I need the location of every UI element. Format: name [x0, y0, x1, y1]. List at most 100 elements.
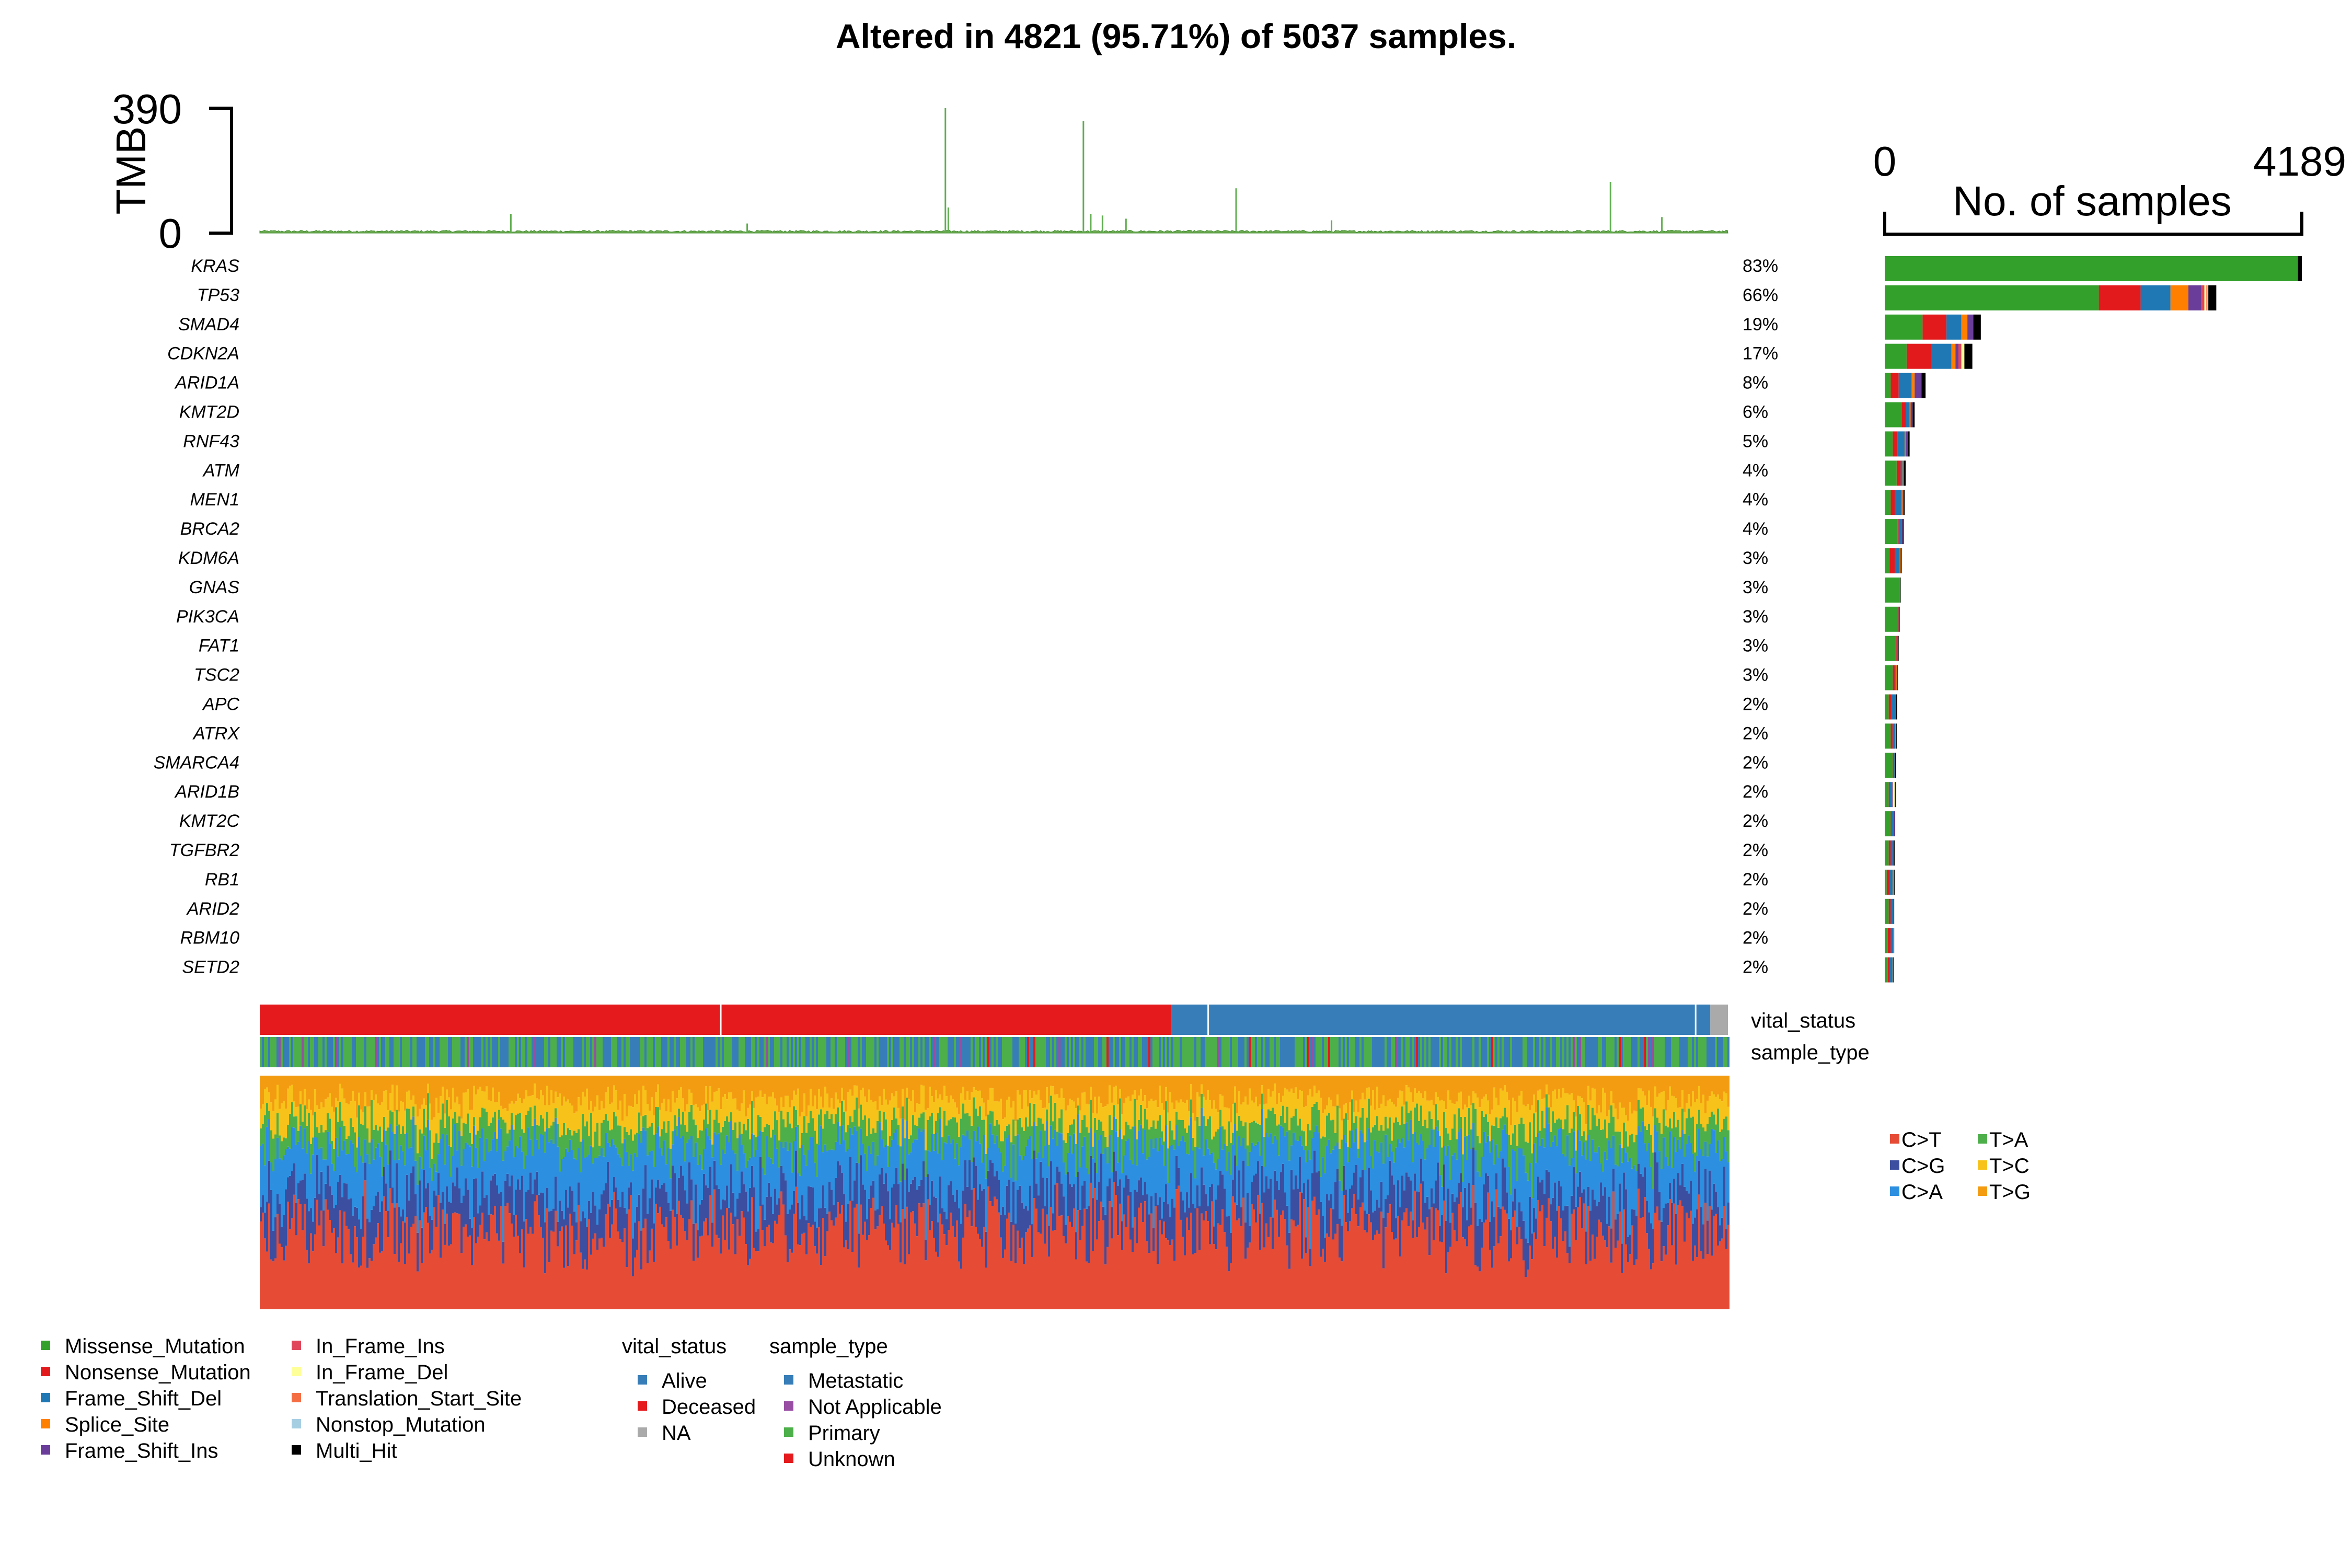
titv-segment: [699, 1154, 701, 1205]
titv-segment: [828, 1108, 831, 1119]
titv-segment: [703, 1104, 705, 1120]
titv-segment: [757, 1135, 759, 1229]
titv-segment: [500, 1117, 502, 1129]
sample-type-stripe: [1050, 1037, 1052, 1067]
sample-type-stripe: [1318, 1037, 1320, 1067]
titv-segment: [776, 1148, 778, 1205]
titv-segment: [644, 1114, 647, 1131]
titv-segment: [918, 1185, 920, 1204]
titv-segment: [527, 1190, 529, 1234]
titv-segment: [699, 1204, 701, 1237]
titv-segment: [1090, 1087, 1092, 1100]
sample-type-stripe: [835, 1037, 837, 1067]
titv-segment: [1217, 1076, 1219, 1113]
titv-segment: [379, 1212, 381, 1253]
titv-segment: [651, 1150, 653, 1180]
titv-segment: [532, 1076, 534, 1096]
titv-segment: [375, 1125, 377, 1148]
titv-segment: [699, 1076, 701, 1112]
gene-bar-segment: [1900, 548, 1902, 573]
titv-segment: [276, 1214, 279, 1309]
titv-segment: [709, 1076, 711, 1087]
titv-segment: [628, 1209, 630, 1309]
sample-type-stripe: [1535, 1037, 1537, 1067]
titv-segment: [1357, 1226, 1359, 1309]
titv-segment: [1297, 1076, 1299, 1099]
titv-segment: [1577, 1096, 1579, 1106]
titv-segment: [1247, 1166, 1249, 1193]
titv-segment: [653, 1223, 655, 1262]
titv-segment: [810, 1186, 812, 1227]
titv-segment: [364, 1092, 366, 1106]
titv-segment: [1654, 1076, 1656, 1087]
titv-segment: [592, 1163, 594, 1192]
sample-type-stripe: [1320, 1037, 1322, 1067]
titv-segment: [1644, 1126, 1646, 1144]
titv-segment: [1487, 1122, 1489, 1136]
titv-segment: [621, 1143, 624, 1166]
sample-type-stripe: [1211, 1037, 1213, 1067]
titv-segment: [1370, 1222, 1372, 1309]
titv-segment: [833, 1205, 835, 1226]
titv-segment: [812, 1118, 814, 1137]
titv-segment: [1468, 1226, 1470, 1309]
titv-segment: [874, 1210, 877, 1230]
titv-segment: [1531, 1259, 1533, 1309]
titv-segment: [1242, 1197, 1244, 1309]
titv-segment: [764, 1076, 766, 1094]
titv-segment: [444, 1113, 446, 1128]
gene-percentage: 83%: [1743, 256, 1778, 276]
sample-type-stripe: [567, 1037, 569, 1067]
titv-segment: [362, 1112, 364, 1125]
titv-segment: [860, 1076, 862, 1090]
titv-segment: [801, 1076, 803, 1112]
titv-segment: [598, 1155, 601, 1209]
sample-type-stripe: [521, 1037, 523, 1067]
sample-type-stripe: [477, 1037, 479, 1067]
titv-segment: [1355, 1100, 1357, 1116]
titv-segment: [1535, 1076, 1537, 1112]
gene-bar-segment: [1897, 431, 1905, 457]
titv-segment: [1083, 1115, 1086, 1137]
titv-segment: [310, 1233, 312, 1309]
titv-segment: [450, 1076, 452, 1110]
titv-segment: [1113, 1116, 1115, 1152]
titv-segment: [371, 1139, 373, 1210]
titv-segment: [1343, 1104, 1345, 1119]
titv-segment: [739, 1236, 741, 1309]
titv-segment: [435, 1171, 437, 1196]
titv-segment: [766, 1136, 768, 1197]
titv-segment: [824, 1144, 826, 1208]
titv-segment: [1374, 1140, 1376, 1211]
titv-segment: [1313, 1103, 1316, 1133]
titv-segment: [1042, 1178, 1044, 1209]
titv-segment: [881, 1139, 883, 1168]
titv-segment: [996, 1120, 998, 1136]
titv-segment: [674, 1173, 676, 1217]
titv-segment: [1617, 1240, 1619, 1309]
titv-segment: [739, 1134, 741, 1193]
titv-segment: [693, 1261, 695, 1309]
gene-bar-segment: [1915, 373, 1922, 398]
titv-segment: [1644, 1076, 1646, 1096]
titv-segment: [613, 1144, 615, 1178]
gene-bar-segment: [1885, 431, 1893, 457]
titv-segment: [937, 1222, 939, 1257]
titv-segment: [872, 1076, 874, 1102]
titv-segment: [1251, 1076, 1253, 1101]
titv-segment: [400, 1134, 402, 1146]
titv-segment: [557, 1221, 559, 1247]
titv-segment: [463, 1092, 465, 1123]
titv-segment: [1489, 1221, 1491, 1250]
titv-segment: [264, 1212, 266, 1239]
titv-segment: [1403, 1147, 1405, 1191]
titv-segment: [1385, 1134, 1387, 1200]
titv-segment: [971, 1076, 973, 1092]
sample-type-stripe: [412, 1037, 414, 1067]
sample-type-stripe: [425, 1037, 427, 1067]
titv-segment: [1155, 1206, 1157, 1309]
titv-segment: [703, 1149, 705, 1174]
titv-segment: [1520, 1239, 1523, 1309]
titv-segment: [1451, 1076, 1454, 1103]
titv-segment: [1050, 1207, 1052, 1309]
